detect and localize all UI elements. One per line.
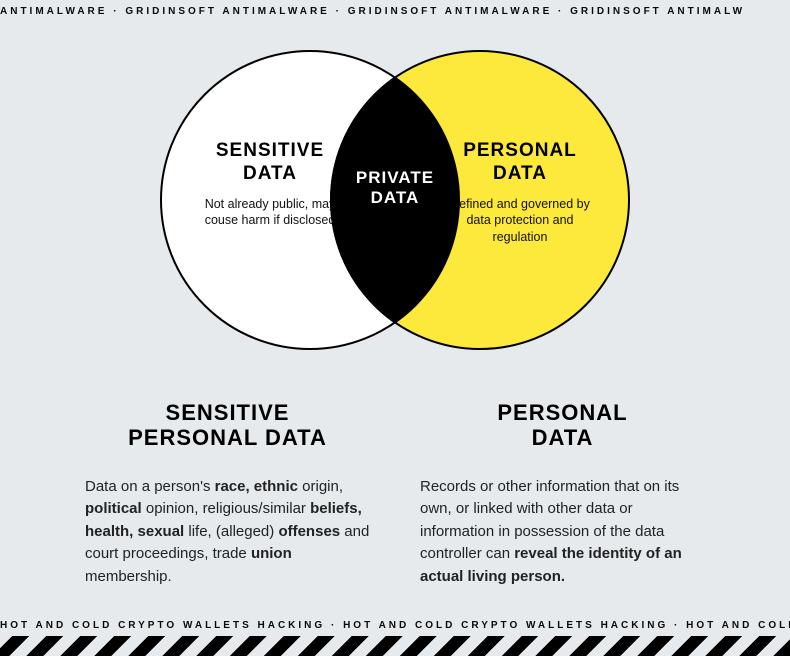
desc-right-title: PERSONAL DATA PERSONALDATA bbox=[420, 400, 705, 451]
overlap-title-line1: PRIVATE bbox=[356, 168, 434, 187]
bottom-banner: HOT AND COLD CRYPTO WALLETS HACKING · HO… bbox=[0, 614, 790, 636]
overlap-label: PRIVATE DATA bbox=[356, 168, 434, 209]
venn-diagram: SENSITIVE DATA Not already public, may c… bbox=[135, 40, 655, 360]
desc-right-text: Records or other information that on its… bbox=[420, 476, 705, 589]
desc-left-column: SENSITIVE PERSONAL DATA SENSITIVEPERSONA… bbox=[60, 400, 395, 588]
descriptions-row: SENSITIVE PERSONAL DATA SENSITIVEPERSONA… bbox=[0, 400, 790, 588]
overlap-title-line2: DATA bbox=[371, 188, 420, 207]
desc-left-title: SENSITIVE PERSONAL DATA SENSITIVEPERSONA… bbox=[85, 400, 370, 451]
top-banner: ANTIMALWARE · GRIDINSOFT ANTIMALWARE · G… bbox=[0, 0, 790, 22]
desc-left-text: Data on a person's race, ethnic origin, … bbox=[85, 476, 370, 589]
stripe-bottom bbox=[0, 636, 790, 656]
desc-right-column: PERSONAL DATA PERSONALDATA Records or ot… bbox=[395, 400, 730, 588]
